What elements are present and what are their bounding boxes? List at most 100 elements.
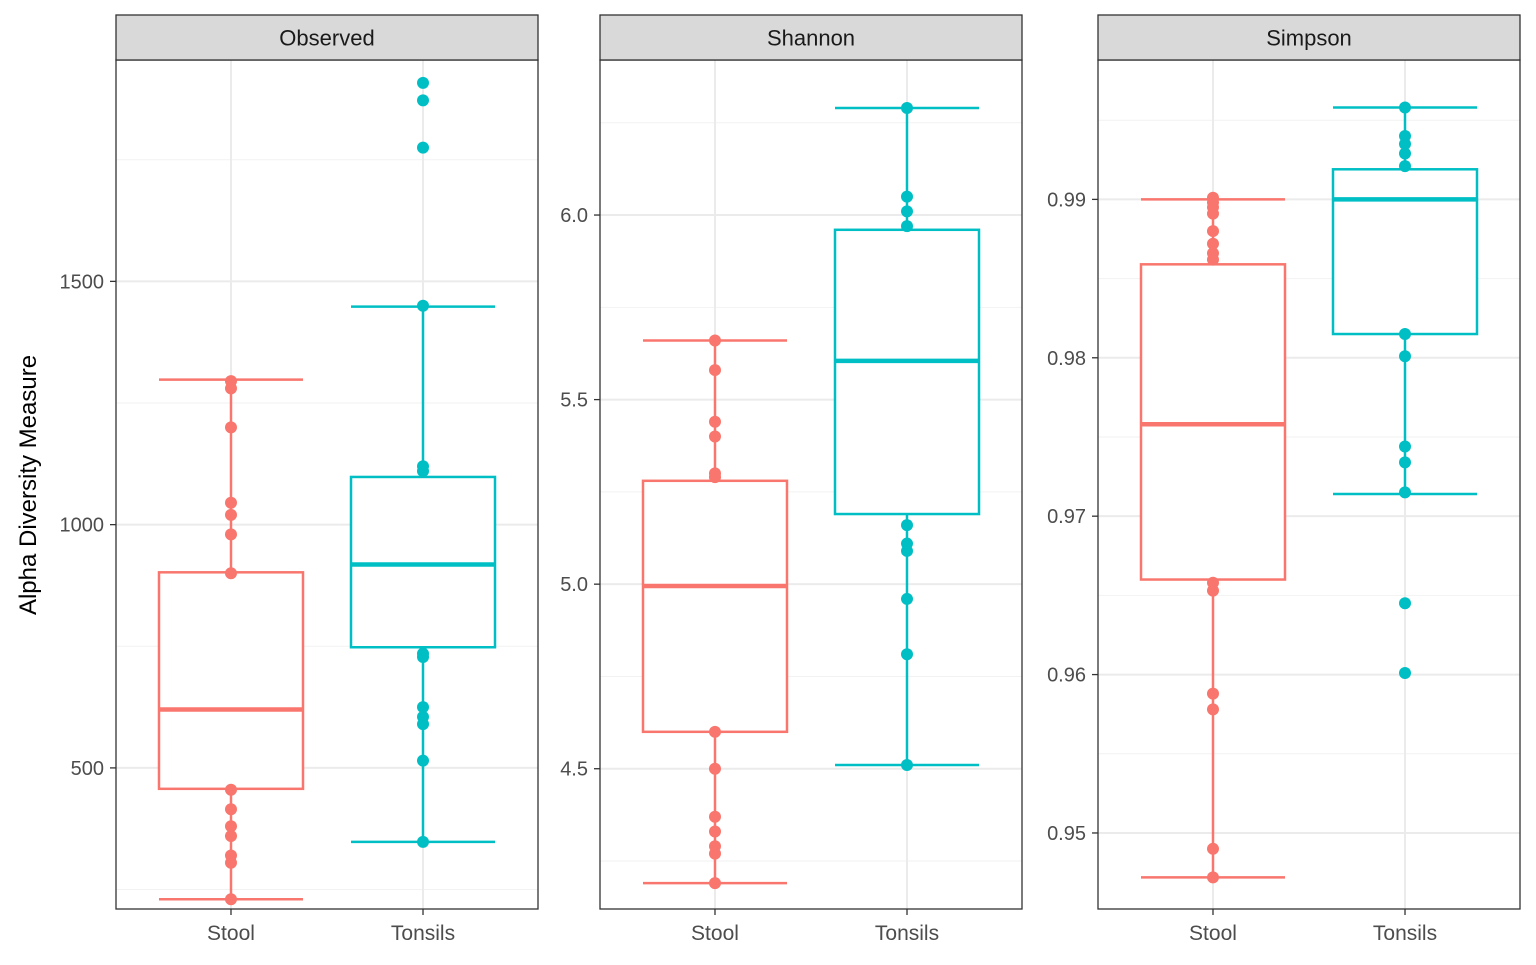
data-point xyxy=(1206,237,1219,250)
y-tick-label: 1500 xyxy=(60,271,105,293)
data-point xyxy=(1399,440,1412,453)
box-iqr xyxy=(1139,263,1287,581)
data-point xyxy=(901,592,914,605)
data-point xyxy=(417,710,430,723)
data-point xyxy=(224,830,237,843)
data-point xyxy=(708,415,721,428)
data-point xyxy=(1206,191,1219,204)
data-point xyxy=(417,460,430,473)
facet-strip-label: Observed xyxy=(279,26,374,51)
data-point xyxy=(1399,328,1412,341)
facet-strip xyxy=(1097,14,1521,61)
y-tick-label: 5.5 xyxy=(560,390,588,412)
y-axis-label: Alpha Diversity Measure xyxy=(15,355,42,615)
data-point xyxy=(1206,842,1219,855)
box-iqr xyxy=(157,571,305,791)
data-point xyxy=(901,220,914,233)
y-tick-label: 0.97 xyxy=(1047,506,1086,528)
data-point xyxy=(224,528,237,541)
data-point xyxy=(1399,130,1412,143)
y-tick-label: 0.95 xyxy=(1047,823,1086,845)
data-point xyxy=(1206,703,1219,716)
data-point xyxy=(1206,871,1219,884)
data-point xyxy=(901,519,914,532)
data-point xyxy=(708,430,721,443)
data-point xyxy=(708,334,721,347)
x-tick-label: Tonsils xyxy=(391,922,455,945)
data-point xyxy=(1399,350,1412,363)
facet-panel-observed: Observed 500 1000 1500 Stool Tonsils xyxy=(60,14,539,945)
y-tick-label: 1000 xyxy=(60,515,105,537)
data-point xyxy=(224,849,237,862)
y-tick-label: 6.0 xyxy=(560,205,588,227)
data-point xyxy=(1206,687,1219,700)
data-point xyxy=(901,648,914,661)
data-point xyxy=(901,205,914,218)
data-point xyxy=(1206,225,1219,238)
data-point xyxy=(417,94,430,107)
data-point xyxy=(417,835,430,848)
y-tick-label: 5.0 xyxy=(560,574,588,596)
y-tick-label: 500 xyxy=(71,758,104,780)
data-point xyxy=(224,820,237,833)
data-point xyxy=(224,893,237,906)
data-point xyxy=(1206,247,1219,260)
data-point xyxy=(708,725,721,738)
data-point xyxy=(224,803,237,816)
box-iqr xyxy=(833,228,981,516)
data-point xyxy=(1399,486,1412,499)
data-point xyxy=(901,759,914,772)
facet-strip xyxy=(599,14,1023,61)
x-tick-label: Tonsils xyxy=(1373,922,1437,945)
y-tick-label: 0.96 xyxy=(1047,665,1086,687)
data-point xyxy=(417,754,430,767)
data-point xyxy=(417,701,430,714)
box-iqr xyxy=(1331,168,1479,336)
y-tick-label: 0.99 xyxy=(1047,189,1086,211)
box-tonsils xyxy=(349,76,497,848)
facet-strip-label: Shannon xyxy=(767,26,855,51)
x-tick-label: Stool xyxy=(207,922,255,945)
data-point xyxy=(708,810,721,823)
box-iqr xyxy=(641,479,789,734)
data-point xyxy=(901,190,914,203)
x-tick-label: Stool xyxy=(1189,922,1237,945)
data-point xyxy=(708,825,721,838)
data-point xyxy=(417,647,430,660)
box-iqr xyxy=(349,475,497,649)
box-tonsils xyxy=(1331,101,1479,679)
box-stool xyxy=(641,334,789,890)
data-point xyxy=(1399,666,1412,679)
data-point xyxy=(417,141,430,154)
facet-panel-simpson: Simpson 0.95 0.96 0.97 0.98 0.99 Stool Tonsils xyxy=(1047,14,1521,945)
y-tick-label: 4.5 xyxy=(560,759,588,781)
facet-strip xyxy=(115,14,539,61)
data-point xyxy=(224,375,237,388)
box-stool xyxy=(157,375,305,906)
data-point xyxy=(1206,576,1219,589)
x-tick-label: Stool xyxy=(691,922,739,945)
data-point xyxy=(1399,147,1412,160)
data-point xyxy=(224,567,237,580)
x-tick-label: Tonsils xyxy=(875,922,939,945)
data-point xyxy=(1399,456,1412,469)
data-point xyxy=(224,421,237,434)
data-point xyxy=(1399,597,1412,610)
facet-panel-shannon: Shannon 4.5 5.0 5.5 6.0 Stool Tonsils xyxy=(560,14,1023,945)
data-point xyxy=(708,364,721,377)
y-tick-label: 0.98 xyxy=(1047,348,1086,370)
data-point xyxy=(1399,160,1412,173)
data-point xyxy=(708,877,721,890)
facet-strip-label: Simpson xyxy=(1266,26,1352,51)
data-point xyxy=(1399,101,1412,114)
data-point xyxy=(708,467,721,480)
data-point xyxy=(224,783,237,796)
box-tonsils xyxy=(833,101,981,772)
data-point xyxy=(901,537,914,550)
data-point xyxy=(224,496,237,509)
data-point xyxy=(417,76,430,89)
data-point xyxy=(224,508,237,521)
data-point xyxy=(708,840,721,853)
data-point xyxy=(417,299,430,312)
